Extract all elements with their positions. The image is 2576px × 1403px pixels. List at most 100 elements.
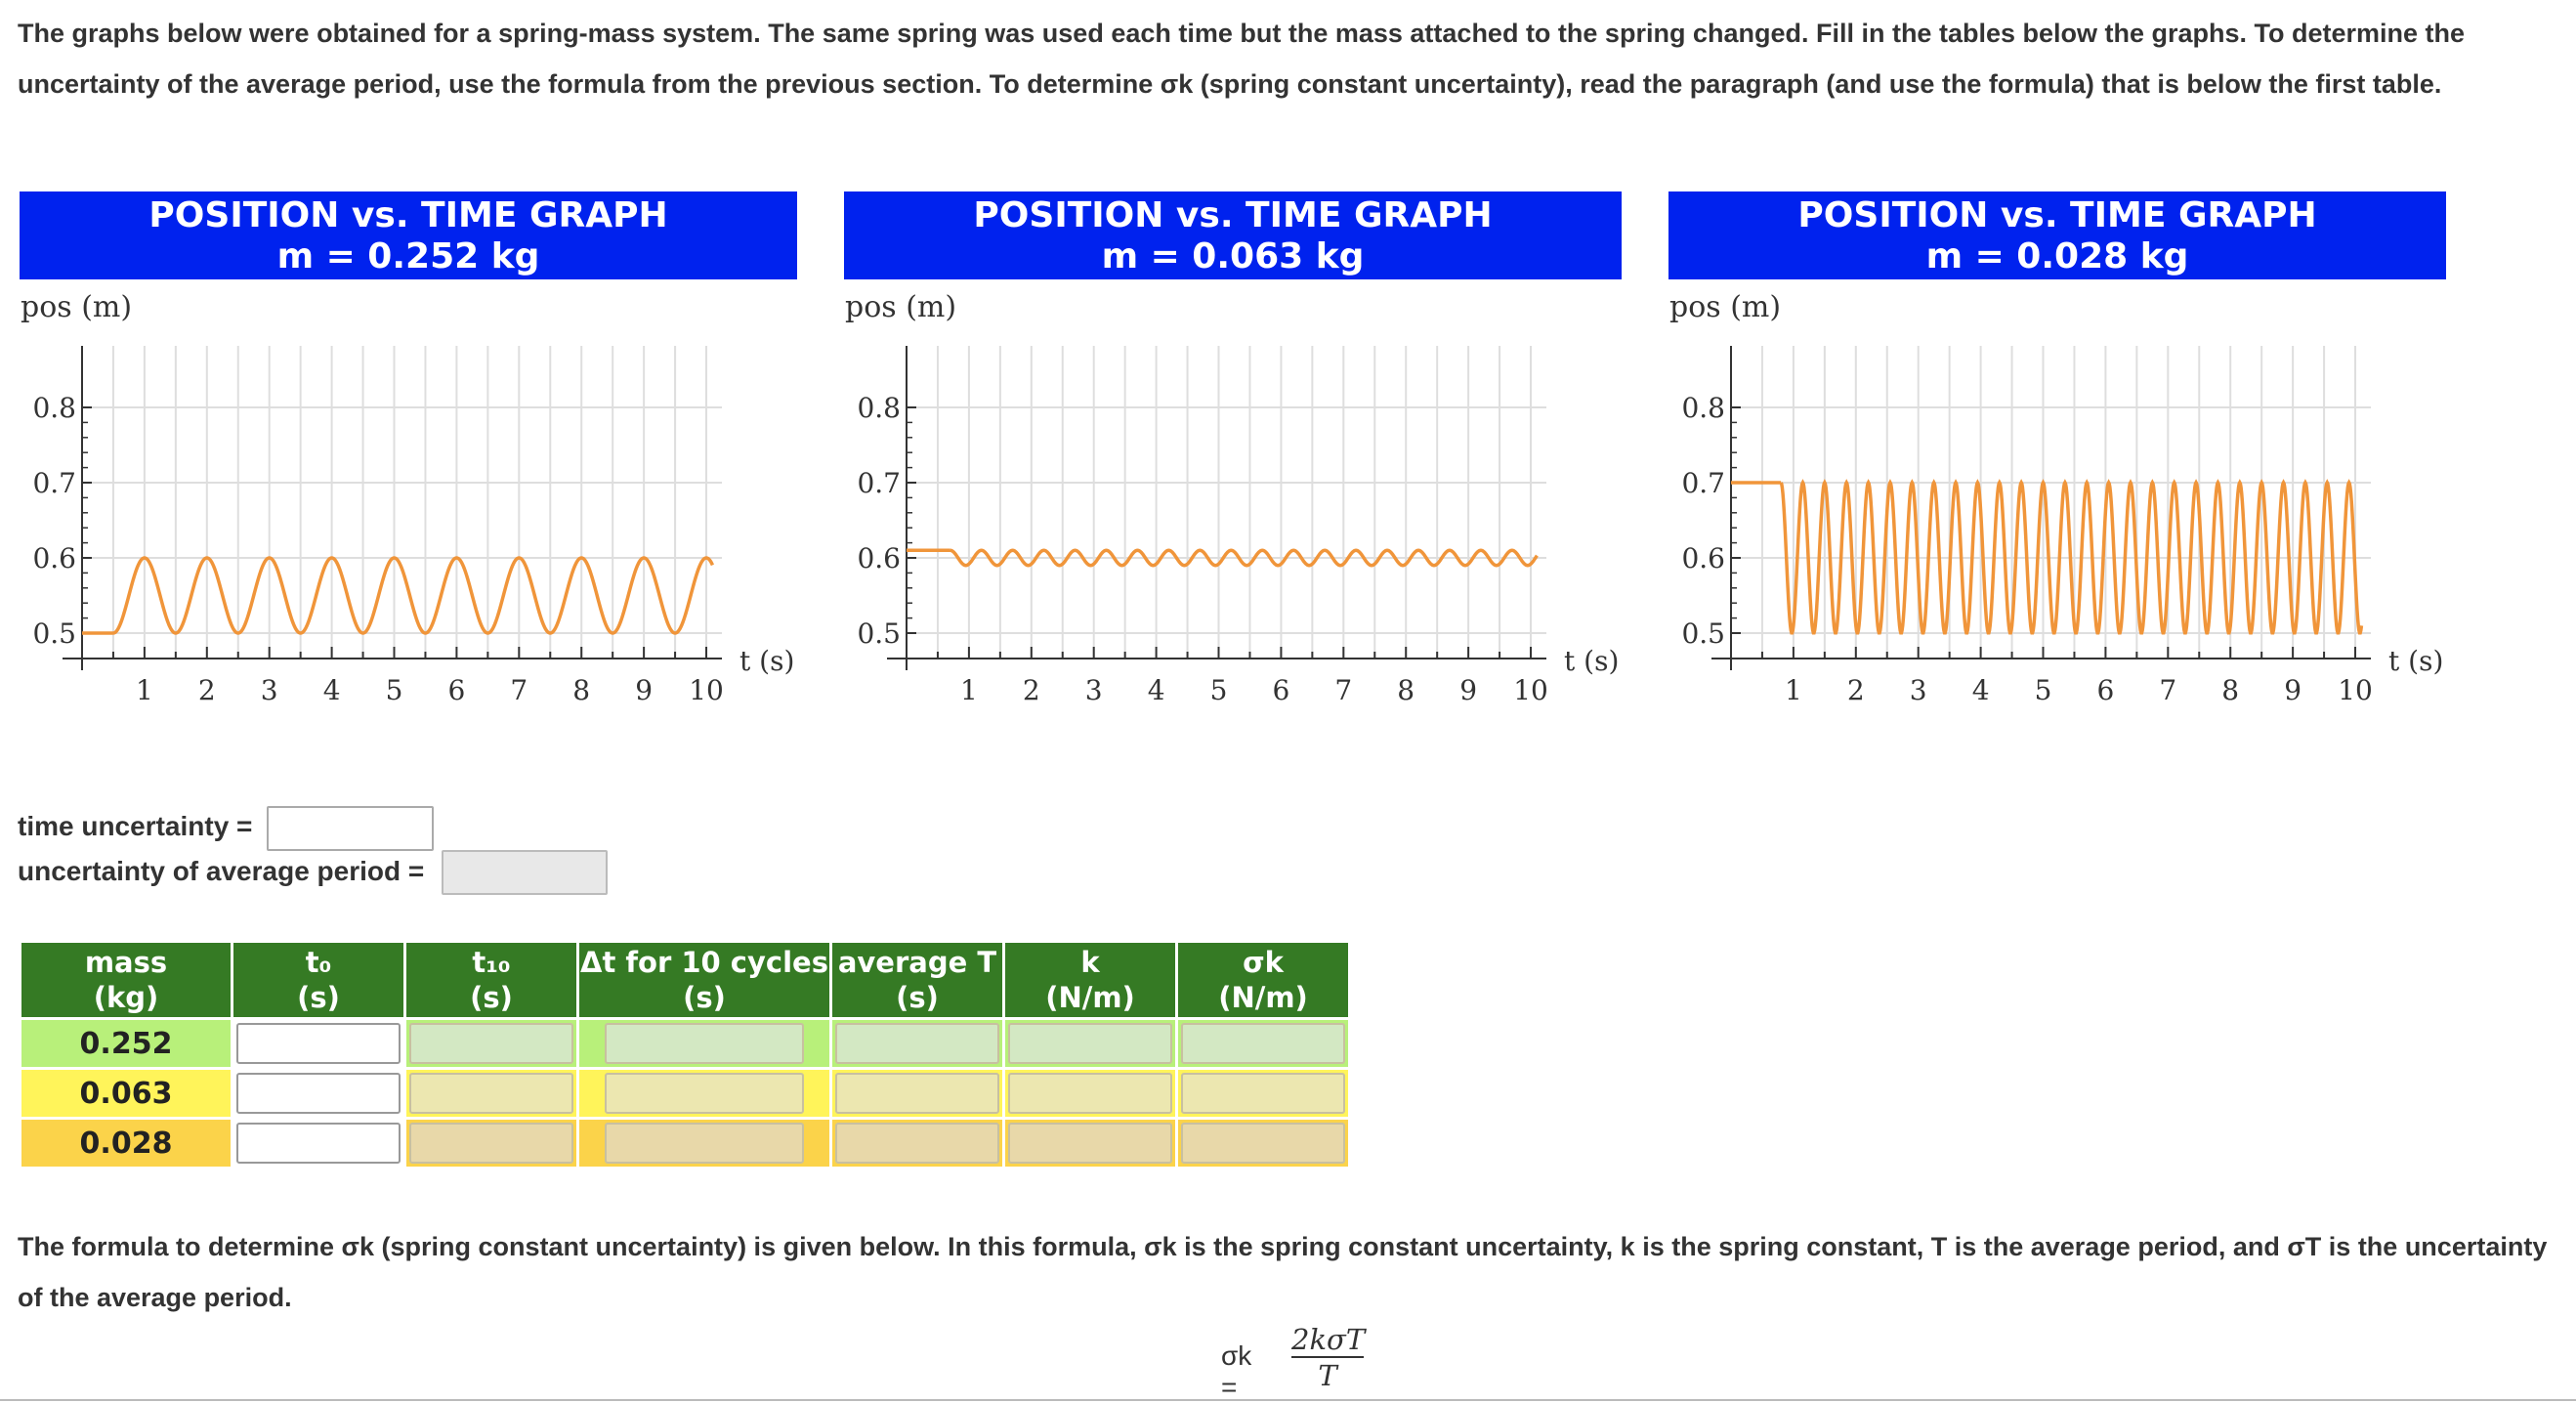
graph-header: POSITION vs. TIME GRAPH m = 0.028 kg xyxy=(1668,191,2446,279)
k-field xyxy=(1008,1073,1172,1114)
y-tick-label: 0.7 xyxy=(1681,467,1725,499)
y-axis-label: pos (m) xyxy=(845,290,956,324)
x-tick-label: 8 xyxy=(2221,674,2239,706)
mass-cell: 0.063 xyxy=(21,1070,231,1117)
y-tick-label: 0.5 xyxy=(857,617,901,650)
y-axis-label: pos (m) xyxy=(1669,290,1781,324)
position-time-graph-2: POSITION vs. TIME GRAPH m = 0.063 kg pos… xyxy=(841,191,1623,719)
header-t0: t₀ (s) xyxy=(233,943,403,1017)
position-series-line xyxy=(907,548,1539,568)
x-tick-label: 3 xyxy=(1910,674,1927,706)
formula-numerator: 2kσT xyxy=(1291,1323,1366,1358)
delta-t-cell xyxy=(579,1120,829,1167)
x-tick-label: 1 xyxy=(960,674,978,706)
x-tick-label: 9 xyxy=(2284,674,2302,706)
mass-cell: 0.028 xyxy=(21,1120,231,1167)
header-sigma-k: σk (N/m) xyxy=(1178,943,1348,1017)
y-tick-label: 0.6 xyxy=(32,542,76,574)
t10-cell xyxy=(406,1020,576,1067)
table-row: 0.028 xyxy=(21,1120,1348,1167)
position-series-line xyxy=(82,556,714,635)
x-tick-label: 6 xyxy=(1273,674,1290,706)
x-tick-label: 3 xyxy=(1085,674,1103,706)
t0-input[interactable] xyxy=(236,1123,401,1164)
x-tick-label: 4 xyxy=(323,674,341,706)
y-tick-label: 0.7 xyxy=(32,467,76,499)
graph-mass-label: m = 0.252 kg xyxy=(276,236,540,276)
mass-cell: 0.252 xyxy=(21,1020,231,1067)
average-t-cell xyxy=(832,1120,1002,1167)
y-tick-label: 0.5 xyxy=(32,617,76,650)
t0-cell xyxy=(233,1020,403,1067)
y-tick-label: 0.8 xyxy=(1681,392,1725,424)
k-cell xyxy=(1005,1070,1175,1117)
k-field xyxy=(1008,1123,1172,1164)
delta-t-field xyxy=(605,1073,804,1114)
time-uncertainty-input[interactable] xyxy=(267,806,434,851)
x-axis-label: t (s) xyxy=(739,645,794,677)
t10-field xyxy=(409,1023,573,1064)
x-tick-label: 9 xyxy=(635,674,653,706)
x-tick-label: 10 xyxy=(689,674,724,706)
x-tick-label: 3 xyxy=(261,674,278,706)
x-tick-label: 4 xyxy=(1972,674,1990,706)
x-tick-label: 6 xyxy=(448,674,466,706)
position-series-line xyxy=(1731,479,2364,635)
graph-title: POSITION vs. TIME GRAPH xyxy=(1797,195,2317,235)
sigma-k-cell xyxy=(1178,1120,1348,1167)
graph-mass-label: m = 0.028 kg xyxy=(1925,236,2189,276)
data-table: mass (kg) t₀ (s) t₁₀ (s) Δt for 10 cycles (s… xyxy=(19,940,1351,1169)
t0-input[interactable] xyxy=(236,1023,401,1064)
y-tick-label: 0.6 xyxy=(1681,542,1725,574)
x-tick-label: 6 xyxy=(2097,674,2115,706)
average-t-field xyxy=(835,1073,999,1114)
x-tick-label: 7 xyxy=(510,674,528,706)
t10-field xyxy=(409,1073,573,1114)
x-tick-label: 8 xyxy=(1397,674,1415,706)
x-tick-label: 2 xyxy=(198,674,216,706)
x-tick-label: 5 xyxy=(2035,674,2052,706)
header-k: k (N/m) xyxy=(1005,943,1175,1017)
table-row: 0.252 xyxy=(21,1020,1348,1067)
k-field xyxy=(1008,1023,1172,1064)
delta-t-cell xyxy=(579,1020,829,1067)
x-tick-label: 10 xyxy=(1513,674,1548,706)
graph-title: POSITION vs. TIME GRAPH xyxy=(973,195,1493,235)
x-tick-label: 2 xyxy=(1847,674,1865,706)
delta-t-cell xyxy=(579,1070,829,1117)
y-tick-label: 0.5 xyxy=(1681,617,1725,650)
header-average-t: average T (s) xyxy=(832,943,1002,1017)
k-cell xyxy=(1005,1020,1175,1067)
x-tick-label: 2 xyxy=(1023,674,1040,706)
x-axis-label: t (s) xyxy=(1564,645,1619,677)
bottom-divider xyxy=(0,1399,2576,1401)
period-uncertainty-field xyxy=(442,850,608,895)
time-uncertainty-label: time uncertainty = xyxy=(18,811,253,841)
formula-description: The formula to determine σk (spring cons… xyxy=(18,1232,2548,1312)
graph-plot: pos (m) 0.5 0.6 0.7 0.8 1 2 3 4 5 6 7 8 9 10 t (s) xyxy=(21,290,794,706)
y-tick-label: 0.6 xyxy=(857,542,901,574)
t10-cell xyxy=(406,1070,576,1117)
y-tick-label: 0.7 xyxy=(857,467,901,499)
header-t10: t₁₀ (s) xyxy=(406,943,576,1017)
period-uncertainty-label: uncertainty of average period = xyxy=(18,856,425,886)
formula-lhs: σk = xyxy=(1221,1340,1252,1402)
sigma-k-cell xyxy=(1178,1020,1348,1067)
x-tick-label: 5 xyxy=(386,674,403,706)
k-cell xyxy=(1005,1120,1175,1167)
table-header-row: mass (kg) t₀ (s) t₁₀ (s) Δt for 10 cycles (s… xyxy=(21,943,1348,1017)
t10-field xyxy=(409,1123,573,1164)
intro-paragraph: The graphs below were obtained for a spr… xyxy=(18,19,2466,99)
graph-mass-label: m = 0.063 kg xyxy=(1101,236,1365,276)
x-tick-label: 7 xyxy=(2159,674,2176,706)
position-time-graph-3: POSITION vs. TIME GRAPH m = 0.028 kg pos… xyxy=(1666,191,2447,719)
average-t-field xyxy=(835,1023,999,1064)
x-axis-label: t (s) xyxy=(2388,645,2443,677)
t0-input[interactable] xyxy=(236,1073,401,1114)
header-delta-t: Δt for 10 cycles (s) xyxy=(579,943,829,1017)
graph-plot: pos (m) 0.5 0.6 0.7 0.8 1 2 3 4 5 6 7 8 9 10 t (s) xyxy=(845,290,1619,706)
x-tick-label: 5 xyxy=(1210,674,1228,706)
x-tick-label: 4 xyxy=(1148,674,1165,706)
position-time-graph-1: POSITION vs. TIME GRAPH m = 0.252 kg pos… xyxy=(17,191,798,719)
sigma-k-field xyxy=(1181,1023,1345,1064)
